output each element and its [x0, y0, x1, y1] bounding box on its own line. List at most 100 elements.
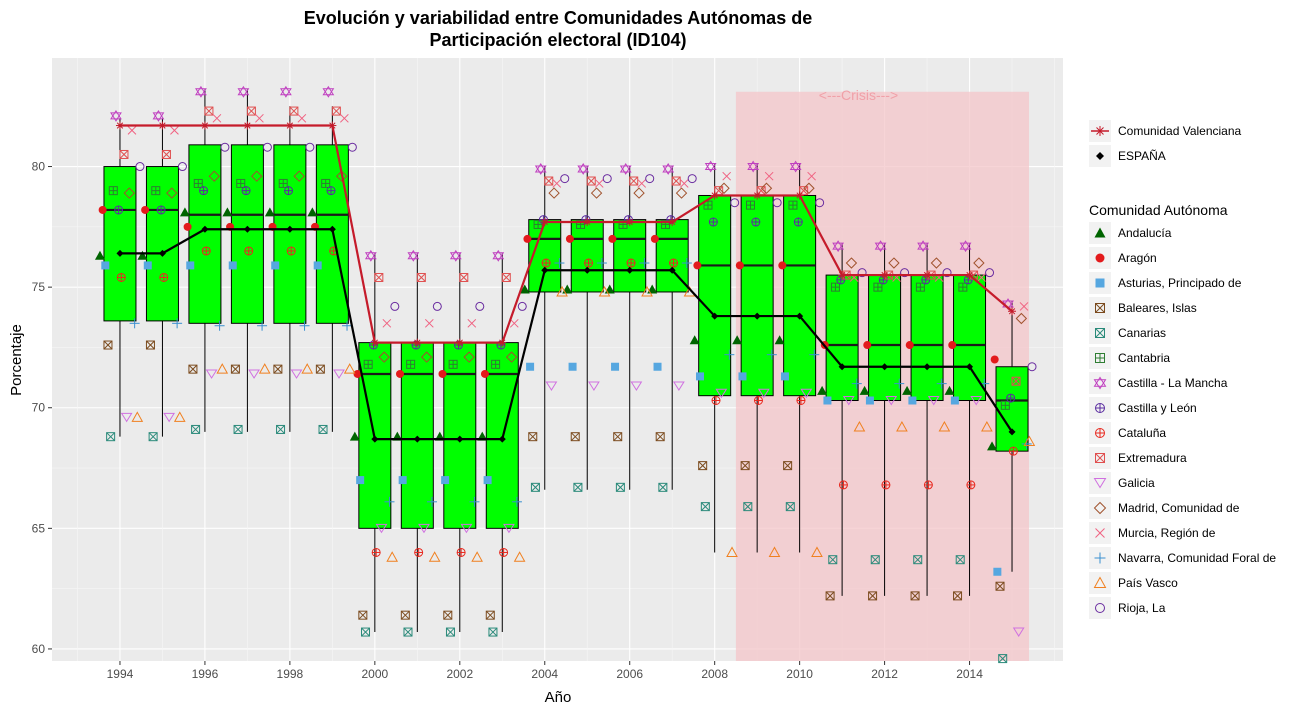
data-point [333, 369, 345, 379]
data-point [201, 246, 211, 256]
data-point [851, 378, 862, 389]
x-tick-label: 1996 [192, 667, 219, 681]
data-point [998, 654, 1008, 664]
data-point [326, 186, 336, 196]
data-point [448, 359, 458, 369]
data-point [565, 234, 574, 243]
data-point [386, 551, 399, 562]
data-point [718, 182, 730, 194]
data-point [103, 340, 113, 350]
legend-key-marker [1093, 478, 1107, 489]
data-point [315, 364, 325, 374]
trend-point [243, 121, 252, 130]
data-point [584, 258, 594, 268]
data-point [630, 381, 643, 391]
data-point [766, 349, 777, 360]
data-point [698, 461, 708, 471]
trend-point [583, 266, 591, 274]
data-point [715, 388, 728, 399]
data-point [349, 431, 360, 441]
data-point [760, 182, 773, 194]
data-point [959, 240, 972, 253]
x-tick-label: 2006 [616, 667, 643, 681]
data-point [438, 369, 447, 378]
data-point [426, 496, 437, 507]
data-point [170, 126, 179, 135]
data-point [364, 249, 377, 262]
legend-label: Asturias, Principado de [1118, 276, 1242, 290]
data-point [131, 411, 144, 422]
data-point [594, 179, 604, 188]
data-point [772, 198, 782, 208]
data-point [161, 149, 171, 159]
legend-label: Madrid, Comunidad de [1118, 501, 1240, 515]
data-point [724, 349, 735, 360]
data-point [703, 200, 713, 210]
data-point [800, 388, 813, 399]
data-point [230, 364, 240, 374]
data-point [955, 555, 965, 565]
legend-label: ESPAÑA [1118, 149, 1166, 163]
trend-point [668, 218, 677, 227]
data-point [554, 258, 565, 269]
data-point [552, 179, 562, 188]
trend-line [119, 228, 1013, 441]
data-point [598, 285, 611, 297]
data-point [608, 234, 617, 243]
x-tick-label: 2002 [446, 667, 473, 681]
data-point [938, 421, 951, 432]
legend-label: País Vasco [1118, 576, 1178, 590]
axis-ticks: 1994 1996 1998 2000 2002 2004 2006 2008 2010 2012… [32, 160, 984, 681]
legend-label: Canarias [1118, 326, 1166, 340]
legend-key-marker [1095, 353, 1105, 363]
legend-key-marker [1093, 376, 1107, 390]
data-point [830, 282, 840, 292]
data-point [264, 207, 275, 217]
box [613, 219, 647, 293]
data-point [135, 162, 145, 172]
data-point [204, 106, 214, 116]
data-point [228, 261, 237, 270]
legend-key-marker [1094, 552, 1106, 564]
data-point [358, 610, 368, 620]
data-point [675, 187, 688, 199]
data-point [745, 200, 755, 210]
box [570, 219, 604, 293]
data-point [953, 591, 963, 601]
data-point [251, 170, 263, 182]
data-point [258, 363, 271, 374]
box [188, 144, 222, 324]
data-point [587, 381, 600, 391]
data-point [241, 186, 251, 196]
data-point [244, 246, 254, 256]
data-point [764, 171, 774, 181]
box [443, 342, 477, 529]
data-point [460, 523, 473, 534]
data-point [491, 359, 501, 369]
trend-line [119, 124, 1013, 344]
box [698, 194, 732, 397]
trend-point [625, 218, 634, 227]
data-point [443, 610, 453, 620]
data-point [432, 301, 442, 311]
data-point [823, 396, 832, 405]
data-point [416, 272, 426, 282]
y-tick-label: 75 [32, 280, 46, 294]
legend-key [1089, 372, 1111, 394]
data-point [735, 261, 744, 270]
data-point [222, 207, 233, 217]
data-point [832, 240, 845, 253]
data-point [894, 378, 905, 389]
data-point [248, 369, 260, 379]
data-point [1015, 312, 1028, 325]
data-point [449, 249, 462, 262]
data-point [98, 205, 107, 214]
data-point [905, 341, 914, 350]
trend-point [498, 338, 507, 347]
data-point [873, 282, 883, 292]
legend-label: Navarra, Comunidad Foral de [1118, 551, 1276, 565]
legend-title: Comunidad Autónoma [1089, 202, 1228, 218]
legend-key-marker [1093, 501, 1107, 515]
trend-point [158, 121, 167, 130]
box [655, 219, 689, 293]
